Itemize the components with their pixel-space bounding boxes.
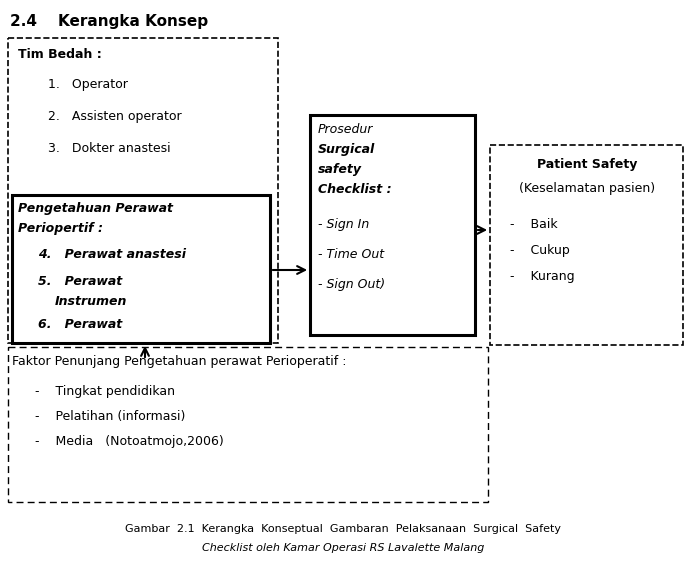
Text: Patient Safety: Patient Safety: [537, 158, 637, 171]
Text: Checklist oleh Kamar Operasi RS Lavalette Malang: Checklist oleh Kamar Operasi RS Lavalett…: [202, 543, 484, 553]
Text: 3.   Dokter anastesi: 3. Dokter anastesi: [48, 142, 170, 155]
Text: Faktor Penunjang Pengetahuan perawat Perioperatif :: Faktor Penunjang Pengetahuan perawat Per…: [12, 355, 346, 368]
Text: -    Cukup: - Cukup: [510, 244, 570, 257]
Text: Prosedur: Prosedur: [318, 123, 373, 136]
Text: Checklist :: Checklist :: [318, 183, 392, 196]
Text: 4.   Perawat anastesi: 4. Perawat anastesi: [38, 248, 186, 261]
Text: Instrumen: Instrumen: [55, 295, 127, 308]
Text: Tim Bedah :: Tim Bedah :: [18, 48, 102, 61]
Text: Gambar  2.1  Kerangka  Konseptual  Gambaran  Pelaksanaan  Surgical  Safety: Gambar 2.1 Kerangka Konseptual Gambaran …: [125, 524, 561, 534]
Text: -    Tingkat pendidikan: - Tingkat pendidikan: [35, 385, 175, 398]
Text: - Sign In: - Sign In: [318, 218, 369, 231]
Text: Surgical: Surgical: [318, 143, 375, 156]
Bar: [8, 347, 488, 502]
Text: 2.   Assisten operator: 2. Assisten operator: [48, 110, 181, 123]
Bar: [8, 38, 278, 343]
Text: (Keselamatan pasien): (Keselamatan pasien): [519, 182, 655, 195]
Text: Periopertif :: Periopertif :: [18, 222, 103, 235]
Bar: [12, 195, 270, 343]
Text: - Sign Out): - Sign Out): [318, 278, 385, 291]
Bar: [490, 145, 683, 345]
Text: 5.   Perawat: 5. Perawat: [38, 275, 122, 288]
Text: -    Media   (Notoatmojo,2006): - Media (Notoatmojo,2006): [35, 435, 224, 448]
Text: -    Baik: - Baik: [510, 218, 558, 231]
Text: 2.4    Kerangka Konsep: 2.4 Kerangka Konsep: [10, 14, 208, 29]
Text: 1.   Operator: 1. Operator: [48, 78, 128, 91]
Text: safety: safety: [318, 163, 362, 176]
Text: 6.   Perawat: 6. Perawat: [38, 318, 122, 331]
Text: -    Pelatihan (informasi): - Pelatihan (informasi): [35, 410, 185, 423]
Text: - Time Out: - Time Out: [318, 248, 384, 261]
Text: Pengetahuan Perawat: Pengetahuan Perawat: [18, 202, 173, 215]
Bar: [310, 115, 475, 335]
Text: -    Kurang: - Kurang: [510, 270, 574, 283]
